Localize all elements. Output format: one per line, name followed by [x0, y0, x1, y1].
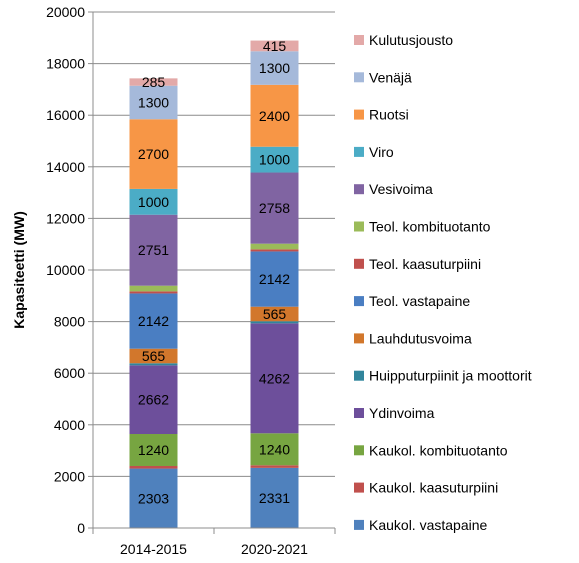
data-label: 4262	[259, 370, 290, 386]
bar-segment	[129, 188, 178, 215]
y-tick-label: 14000	[46, 159, 85, 175]
bar-segment	[129, 466, 178, 469]
bar-segment	[250, 84, 299, 147]
y-tick-label: 18000	[46, 56, 85, 72]
axes: 0 2000 4000 6000 8000 10000 12000 14000 16000 180…	[46, 4, 336, 557]
x-tick-label: 2014-2015	[120, 541, 187, 557]
data-label: 2303	[138, 490, 169, 506]
data-label: 2142	[259, 271, 290, 287]
legend-swatch	[354, 109, 364, 120]
y-tick-label: 4000	[54, 417, 85, 433]
bar-segment	[250, 321, 299, 324]
bar-segment	[250, 40, 299, 52]
y-tick-label: 2000	[54, 468, 85, 484]
legend-swatch	[354, 35, 364, 45]
legend-swatch	[354, 221, 364, 232]
data-label: 2751	[138, 242, 169, 258]
legend-label: Kaukol. kaasuturpiini	[369, 480, 498, 496]
bar-segment	[129, 365, 178, 435]
bar-segment	[250, 172, 299, 244]
bar-segment	[129, 468, 178, 528]
legend-label: Kaukol. kombituotanto	[369, 442, 508, 458]
bar-segment	[129, 348, 178, 364]
legend: Kulutusjousto Venäjä Ruotsi Viro Vesivoima Te…	[354, 32, 532, 533]
bar-segment	[250, 146, 299, 173]
y-tick-label: 8000	[54, 314, 85, 330]
bar-segment	[250, 251, 299, 307]
legend-swatch	[354, 519, 364, 530]
bars: 2303 1240 2662 565 2142 2751 1000 2700 1300 285 23…	[129, 38, 299, 528]
legend-swatch	[354, 482, 364, 493]
data-label: 285	[142, 74, 166, 90]
bar-segment	[250, 51, 299, 85]
legend-label: Vesivoima	[369, 181, 433, 197]
legend-label: Teol. kaasuturpiini	[369, 256, 481, 272]
data-label: 2758	[259, 200, 290, 216]
bar-segment	[250, 306, 299, 322]
data-label: 1240	[259, 441, 290, 457]
data-label: 2662	[138, 392, 169, 408]
y-tick-label: 6000	[54, 365, 85, 381]
legend-swatch	[354, 370, 364, 381]
data-label: 415	[263, 38, 287, 54]
data-label: 2400	[259, 108, 290, 124]
bar-segment	[129, 85, 178, 120]
bar-segment	[129, 293, 178, 349]
data-label: 1240	[138, 442, 169, 458]
y-axis-title: Kapasiteetti (MW)	[11, 211, 27, 328]
data-label: 1300	[259, 60, 290, 76]
y-tick-label: 12000	[46, 210, 85, 226]
legend-label: Teol. vastapaine	[369, 293, 470, 309]
y-tick-label: 10000	[46, 262, 85, 278]
data-label: 565	[142, 348, 166, 364]
data-label: 565	[263, 306, 287, 322]
data-label: 2142	[138, 313, 169, 329]
legend-swatch	[354, 258, 364, 269]
legend-swatch	[354, 146, 364, 157]
y-tick-label: 16000	[46, 107, 85, 123]
bar-segment	[250, 465, 299, 468]
data-label: 1000	[259, 152, 290, 168]
legend-swatch	[354, 333, 364, 344]
legend-label: Kaukol. vastapaine	[369, 517, 488, 533]
bar-segment	[250, 243, 299, 250]
legend-label: Kulutusjousto	[369, 32, 453, 48]
bar-segment	[250, 433, 299, 466]
bar-segment	[129, 78, 178, 86]
bar-segment	[250, 467, 299, 528]
x-tick-label: 2020-2021	[241, 541, 308, 557]
data-label: 1000	[138, 194, 169, 210]
data-label: 2331	[259, 490, 290, 506]
data-label: 1300	[138, 94, 169, 110]
legend-label: Ruotsi	[369, 107, 409, 123]
bar-segment	[250, 323, 299, 434]
bar-segment	[250, 249, 299, 252]
bar-segment	[129, 291, 178, 294]
legend-swatch	[354, 72, 364, 83]
legend-swatch	[354, 296, 364, 307]
bar-segment	[129, 434, 178, 467]
bar-segment	[129, 363, 178, 366]
legend-label: Ydinvoima	[369, 405, 435, 421]
legend-swatch	[354, 408, 364, 418]
legend-label: Lauhdutusvoima	[369, 330, 472, 346]
data-label: 2700	[138, 146, 169, 162]
legend-label: Viro	[369, 144, 394, 160]
legend-label: Venäjä	[369, 69, 412, 85]
legend-label: Huipputurpiinit ja moottorit	[369, 368, 532, 384]
legend-label: Teol. kombituotanto	[369, 219, 491, 235]
bar-segment	[129, 119, 178, 189]
bar-segment	[129, 285, 178, 292]
grid	[93, 11, 335, 529]
y-tick-label: 20000	[46, 4, 85, 20]
y-tick-label: 0	[77, 520, 85, 536]
bar-segment	[129, 214, 178, 286]
legend-swatch	[354, 184, 364, 195]
legend-swatch	[354, 445, 364, 456]
